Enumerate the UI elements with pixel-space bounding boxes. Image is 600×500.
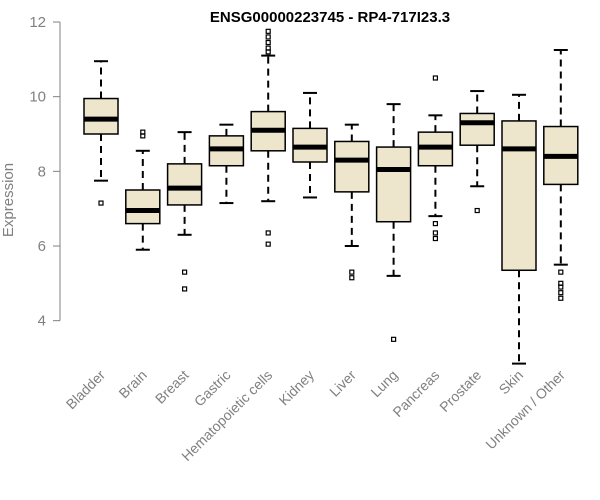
iqr-box [166, 163, 203, 206]
outlier-point [432, 235, 438, 242]
x-tick-label: Skin [496, 367, 527, 398]
box-group [83, 60, 119, 206]
x-tick-label: Liver [326, 367, 359, 400]
outlier-point [182, 269, 188, 275]
box-group [166, 131, 203, 292]
box-group [334, 123, 370, 281]
x-tick-label: Kidney [276, 367, 318, 409]
outlier-point [265, 230, 271, 236]
outlier-point [432, 221, 438, 227]
y-tick-label: 6 [38, 238, 46, 255]
iqr-box [501, 120, 537, 272]
box-group [292, 91, 328, 199]
outlier-point [98, 200, 104, 206]
box-group [543, 49, 579, 301]
y-tick-label: 12 [29, 14, 46, 31]
iqr-box [334, 140, 370, 193]
y-tick-label: 10 [29, 89, 46, 106]
outlier-point [558, 290, 564, 296]
y-tick-label: 8 [38, 163, 46, 180]
y-axis-label: Expression [0, 163, 17, 237]
box-group [459, 90, 495, 214]
outlier-point [265, 49, 271, 55]
outlier-point [558, 284, 564, 290]
outlier-point [558, 295, 564, 301]
iqr-box [459, 112, 495, 146]
iqr-box [83, 97, 119, 135]
iqr-box [375, 146, 412, 223]
outlier-point [265, 241, 271, 247]
x-tick-label: Brain [115, 367, 149, 401]
outlier-point [140, 129, 146, 135]
outlier-point [265, 39, 271, 46]
chart-title: ENSG00000223745 - RP4-717I23.3 [210, 9, 450, 26]
x-tick-label: Lung [367, 367, 400, 400]
x-tick-label: Breast [152, 367, 192, 407]
x-tick-label: Unknown / Other [482, 367, 568, 453]
box-group [250, 28, 286, 247]
box-group [375, 103, 412, 342]
outlier-point [265, 34, 271, 40]
iqr-box [125, 189, 161, 225]
box-group [417, 75, 454, 242]
outlier-point [474, 207, 480, 214]
x-tick-label: Prostate [436, 367, 484, 415]
outlier-point [391, 336, 397, 342]
box-series [83, 28, 579, 365]
outlier-point [558, 269, 564, 275]
outlier-point [182, 286, 188, 292]
x-tick-label: Bladder [63, 367, 109, 413]
box-group [208, 123, 245, 205]
y-tick-label: 4 [38, 313, 46, 330]
outlier-point [349, 275, 355, 281]
outlier-point [265, 28, 271, 34]
box-group [501, 93, 537, 365]
box-group [125, 129, 161, 251]
y-axis: 4 6 8 10 12 [29, 14, 61, 330]
outlier-point [432, 75, 438, 81]
outlier-point [349, 269, 355, 275]
outlier-point [432, 230, 438, 236]
